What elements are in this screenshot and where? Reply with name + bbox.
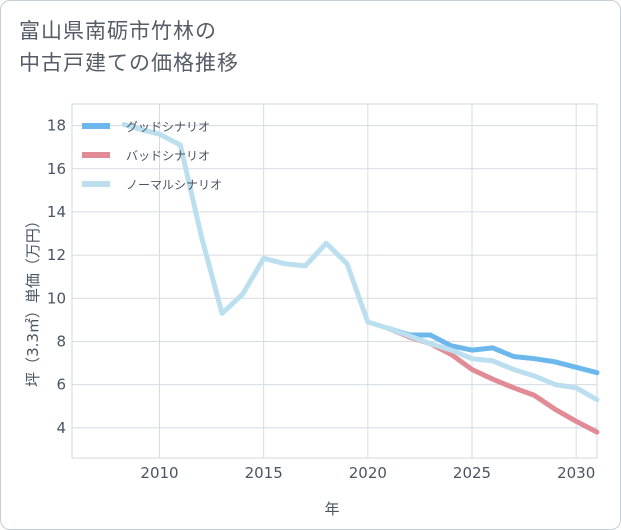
series-lines <box>121 122 600 435</box>
y-tick-label: 18 <box>47 117 66 135</box>
series-line-1 <box>386 326 600 376</box>
x-tick-label: 2025 <box>453 464 491 482</box>
chart-title-line-2: 中古戸建ての価格推移 <box>19 51 239 75</box>
x-tick-label: 2030 <box>557 464 595 482</box>
y-tick-label: 8 <box>56 332 66 350</box>
chart-title-line-1: 富山県南砺市竹林の <box>19 19 217 43</box>
y-tick-label: 16 <box>47 160 66 178</box>
legend-label: グッドシナリオ <box>126 120 210 134</box>
legend-label: バッドシナリオ <box>126 149 210 163</box>
y-tick-label: 12 <box>47 246 66 264</box>
y-tick-label: 10 <box>47 289 66 307</box>
plot-area <box>71 103 598 459</box>
y-tick-label: 6 <box>56 376 66 394</box>
y-tick-label: 14 <box>47 203 66 221</box>
x-tick-label: 2015 <box>245 464 283 482</box>
y-axis-label: 坪（3.3㎡）単価（万円） <box>24 213 42 387</box>
tick-labels: 4 6 8 10 12 14 16 18 2010 2015 2020 2025 2030 <box>47 117 595 482</box>
chart-title: 富山県南砺市竹林の 中古戸建ての価格推移 <box>19 15 239 79</box>
x-axis-label: 年 <box>324 500 339 518</box>
x-tick-label: 2020 <box>349 464 387 482</box>
x-tick-label: 2010 <box>140 464 178 482</box>
y-tick-label: 4 <box>56 419 66 437</box>
legend-label: ノーマルシナリオ <box>126 178 222 192</box>
series-line-3 <box>121 122 600 403</box>
series-line-2 <box>386 326 600 435</box>
